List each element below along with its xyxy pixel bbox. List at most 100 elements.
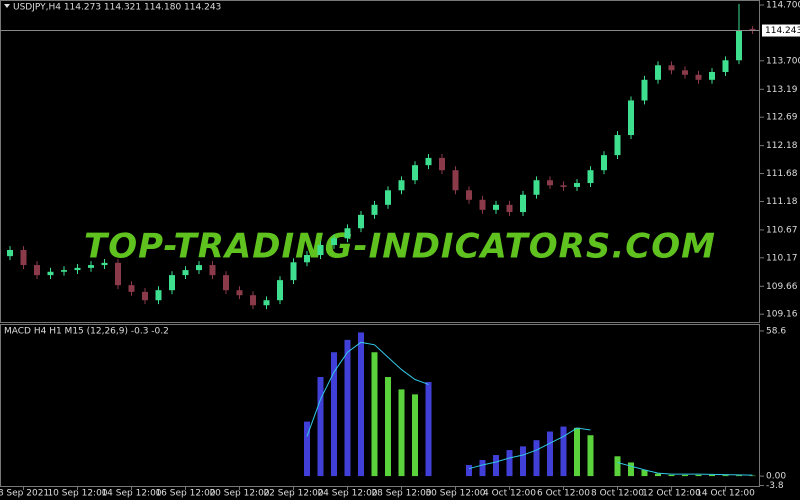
x-tick-label: 14 Sep 12:00	[101, 489, 161, 499]
macd-bar	[344, 339, 351, 477]
macd-bar	[358, 332, 364, 477]
candle-body	[547, 180, 553, 186]
x-tick-label: 12 Oct 12:00	[642, 489, 701, 499]
macd-bar	[520, 446, 526, 477]
macd-bar	[628, 462, 634, 477]
candle-body	[560, 185, 567, 187]
candle-body	[209, 265, 216, 276]
candle-body	[358, 214, 364, 229]
candle-body	[250, 295, 256, 306]
macd-bar	[398, 389, 405, 477]
y-tick-label: 0.00	[766, 472, 786, 482]
x-tick-label: 24 Sep 12:00	[317, 489, 377, 499]
macd-bar	[641, 469, 648, 477]
candle-body	[128, 285, 135, 292]
candle-body	[317, 244, 324, 256]
candle-body	[398, 180, 405, 191]
candle-body	[344, 228, 351, 239]
candle-body	[466, 190, 472, 200]
candle-body	[655, 65, 661, 80]
candle-body	[479, 199, 486, 210]
macd-bar	[722, 475, 729, 477]
macd-bar	[412, 394, 418, 477]
candle-body	[709, 71, 715, 80]
candle-body	[290, 262, 297, 281]
macd-bar	[506, 450, 513, 477]
y-tick-label: 110.17	[766, 253, 798, 263]
macd-bar	[655, 473, 661, 477]
candle-body	[668, 65, 675, 71]
watermark: TOP-TRADING-INDICATORS.COM	[84, 227, 716, 267]
x-tick-label: 16 Sep 12:00	[155, 489, 215, 499]
macd-bar	[614, 456, 621, 477]
y-tick-label: 112.69	[766, 113, 798, 123]
macd-bar	[668, 474, 675, 477]
macd-bar	[695, 474, 702, 477]
x-tick-label: 8 Oct 12:00	[591, 489, 644, 499]
macd-bar	[547, 431, 553, 477]
x-tick-label: 14 Oct 12:00	[696, 489, 755, 499]
candle-body	[7, 250, 13, 257]
candle-body	[520, 194, 526, 213]
candle-body	[182, 270, 189, 276]
candle-body	[61, 270, 67, 272]
candle-body	[169, 275, 175, 291]
macd-bar	[371, 352, 378, 477]
candle-body	[263, 300, 270, 306]
candle-body	[304, 255, 310, 263]
candle-body	[614, 135, 621, 156]
indicator-title: MACD H4 H1 M15 (12,26,9) -0.3 -0.2	[4, 327, 169, 337]
macd-bar	[709, 474, 715, 477]
symbol-arrow	[4, 4, 10, 8]
candle-body	[196, 265, 202, 271]
y-tick-label: -3.8	[766, 481, 784, 491]
candle-body	[736, 30, 742, 61]
main-panel-border	[0, 0, 760, 323]
candle-body	[142, 291, 148, 301]
candle-body	[20, 250, 27, 266]
candle-body	[682, 70, 688, 75]
x-tick-label: 28 Sep 12:00	[371, 489, 431, 499]
price-label: 114.243	[765, 26, 800, 36]
candle-body	[425, 157, 432, 166]
macd-bar	[736, 475, 742, 477]
y-tick-label: 114.700	[766, 1, 800, 11]
macd-bar	[331, 352, 337, 477]
y-tick-label: 113.700	[766, 56, 800, 66]
candle-body	[574, 183, 580, 187]
y-tick-label: 111.18	[766, 197, 798, 207]
x-tick-label: 8 Sep 2021	[0, 489, 49, 499]
macd-bar	[682, 474, 688, 477]
y-tick-label: 112.18	[766, 141, 798, 151]
candle-body	[452, 170, 459, 191]
macd-bar	[574, 427, 580, 477]
macd-bar	[304, 421, 310, 477]
macd-bar	[560, 426, 567, 477]
x-tick-label: 30 Sep 12:00	[425, 489, 485, 499]
macd-bar	[385, 377, 391, 477]
y-tick-label: 109.66	[766, 282, 798, 292]
macd-bar	[587, 435, 594, 477]
candle-body	[722, 60, 729, 72]
x-tick-label: 20 Sep 12:00	[209, 489, 269, 499]
y-tick-label: 111.68	[766, 169, 798, 179]
candle-body	[371, 204, 378, 215]
candle-body	[412, 165, 418, 181]
macd-bar	[317, 377, 324, 477]
macd-bar	[425, 381, 432, 477]
candle-body	[277, 280, 283, 301]
candle-body	[74, 267, 81, 271]
candle-body	[749, 28, 756, 31]
candle-body	[155, 290, 162, 301]
x-tick-label: 6 Oct 12:00	[537, 489, 590, 499]
x-tick-label: 4 Oct 12:00	[483, 489, 536, 499]
y-tick-label: 58.6	[766, 326, 786, 336]
candle-body	[236, 290, 243, 296]
candle-body	[101, 262, 108, 266]
y-tick-label: 110.67	[766, 225, 798, 235]
candle-body	[493, 204, 499, 210]
signal-line	[306, 341, 753, 476]
candle-body	[641, 79, 648, 101]
